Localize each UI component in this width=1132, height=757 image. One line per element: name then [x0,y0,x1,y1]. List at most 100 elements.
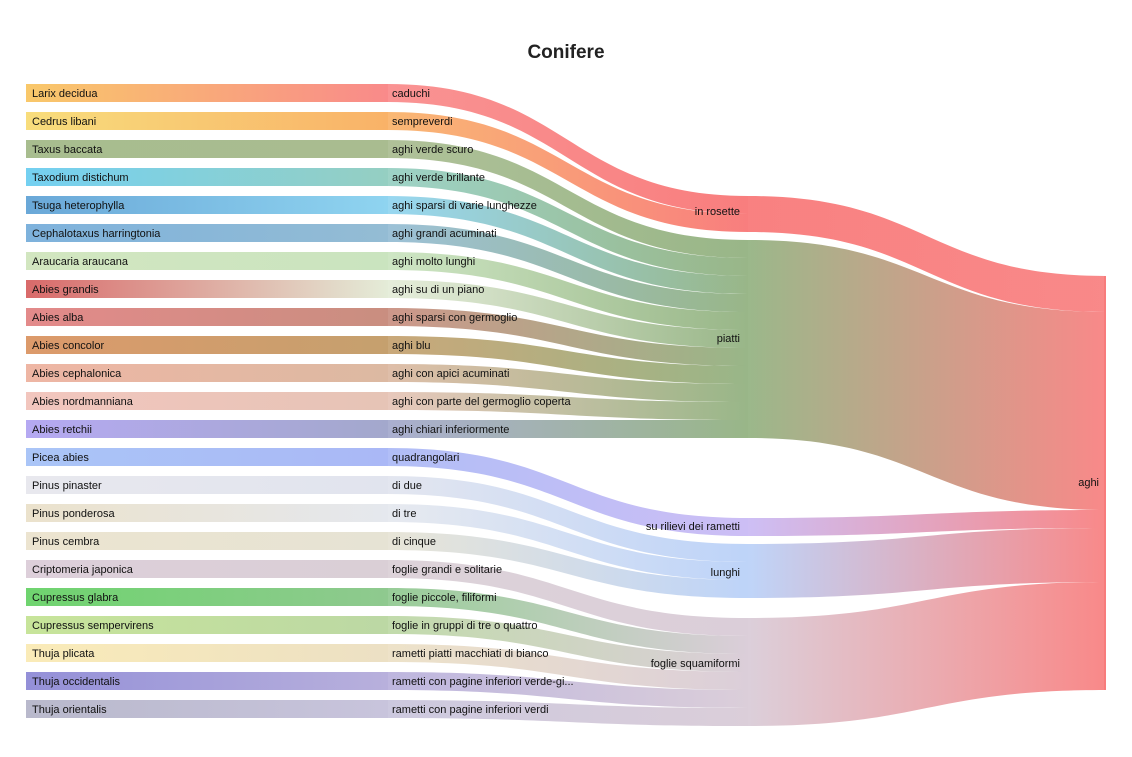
link-species-2 [26,140,388,158]
link-trait-8 [388,308,748,366]
species-label: Pinus ponderosa [32,508,115,520]
species-label: Cedrus libani [32,116,96,128]
species-label: Taxus baccata [32,144,103,156]
trait-label: sempreverdi [392,116,453,128]
species-label: Thuja occidentalis [32,676,121,688]
species-label: Abies cephalonica [32,368,122,380]
chart-title: Conifere [527,42,605,63]
species-label: Abies retchii [32,424,92,436]
species-label: Pinus pinaster [32,480,102,492]
link-trait-15 [388,504,748,580]
species-label: Abies nordmanniana [32,396,134,408]
link-species-1 [26,112,388,130]
link-trait-14 [388,476,748,562]
link-trait-3 [388,168,748,276]
link-species-9 [26,336,388,354]
link-species-8 [26,308,388,326]
link-1-to-root [748,240,1106,510]
trait-label: foglie in gruppi di tre o quattro [392,620,538,632]
link-species-3 [26,168,388,186]
species-label: Abies grandis [32,284,99,296]
link-species-20 [26,644,388,662]
trait-label: rametti con pagine inferiori verdi [392,704,549,716]
link-trait-11 [388,392,748,420]
link-trait-9 [388,336,748,384]
link-4-to-root [748,582,1106,726]
trait-label: rametti piatti macchiati di bianco [392,648,549,660]
species-label: Cupressus sempervirens [32,620,154,632]
link-species-5 [26,224,388,242]
link-trait-17 [388,560,748,636]
trait-label: di cinque [392,536,436,548]
link-2-to-root [748,510,1106,536]
trait-label: foglie piccole, filiformi [392,592,497,604]
trait-label: rametti con pagine inferiori verde-gi... [392,676,574,688]
link-trait-12 [388,420,748,438]
species-label: Cupressus glabra [32,592,119,604]
species-label: Araucaria araucana [32,256,129,268]
link-trait-4 [388,196,748,294]
species-label: Cephalotaxus harringtonia [32,228,161,240]
trait-label: caduchi [392,88,430,100]
link-trait-20 [388,644,748,690]
link-trait-1 [388,112,748,232]
trait-label: aghi con apici acuminati [392,368,509,380]
trait-label: aghi sparsi di varie lunghezze [392,200,537,212]
species-label: Abies alba [32,312,84,324]
link-trait-7 [388,280,748,348]
group-label: lunghi [711,567,740,579]
group-label: piatti [717,333,740,345]
species-label: Taxodium distichum [32,172,129,184]
link-species-0 [26,84,388,102]
link-trait-2 [388,140,748,258]
link-species-15 [26,504,388,522]
trait-label: aghi blu [392,340,431,352]
species-label: Pinus cembra [32,536,100,548]
root-label: aghi [1078,477,1099,489]
link-species-10 [26,364,388,382]
trait-label: quadrangolari [392,452,459,464]
link-species-22 [26,700,388,718]
trait-label: aghi chiari inferiormente [392,424,509,436]
link-species-4 [26,196,388,214]
link-trait-0 [388,84,748,214]
link-species-21 [26,672,388,690]
trait-label: foglie grandi e solitarie [392,564,502,576]
trait-label: aghi con parte del germoglio coperta [392,396,571,408]
trait-label: aghi verde scuro [392,144,473,156]
link-species-13 [26,448,388,466]
link-species-18 [26,588,388,606]
root-node [1104,276,1106,690]
species-label: Abies concolor [32,340,104,352]
link-species-19 [26,616,388,634]
link-species-12 [26,420,388,438]
link-species-7 [26,280,388,298]
species-label: Larix decidua [32,88,98,100]
trait-label: aghi verde brillante [392,172,485,184]
species-label: Picea abies [32,452,89,464]
link-trait-10 [388,364,748,402]
group-label: in rosette [695,206,740,218]
link-species-17 [26,560,388,578]
link-trait-18 [388,588,748,654]
link-species-16 [26,532,388,550]
link-species-6 [26,252,388,270]
link-trait-19 [388,616,748,672]
link-trait-5 [388,224,748,312]
trait-label: aghi grandi acuminati [392,228,497,240]
link-trait-13 [388,448,748,536]
species-label: Criptomeria japonica [32,564,134,576]
link-trait-6 [388,252,748,330]
trait-label: aghi su di un piano [392,284,484,296]
trait-label: aghi sparsi con germoglio [392,312,517,324]
link-trait-22 [388,700,748,726]
group-label: su rilievi dei rametti [646,521,740,533]
species-label: Thuja plicata [32,648,95,660]
group-label: foglie squamiformi [651,658,740,670]
link-3-to-root [748,528,1106,598]
trait-label: aghi molto lunghi [392,256,475,268]
link-0-to-root [748,196,1106,312]
link-trait-21 [388,672,748,708]
